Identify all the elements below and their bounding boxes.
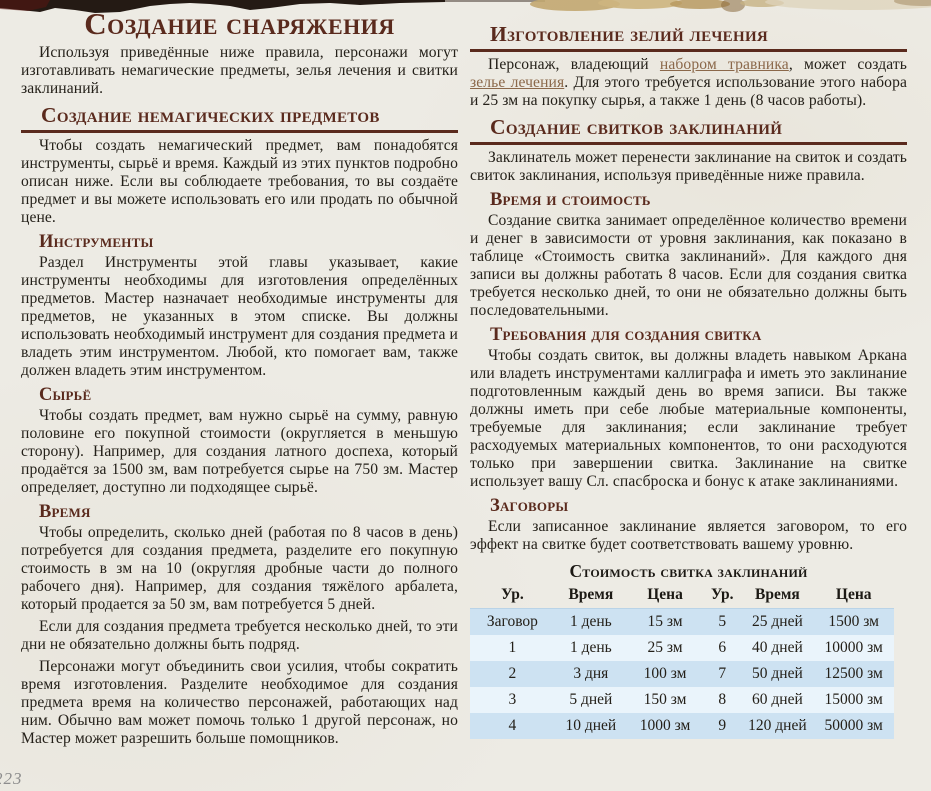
section-heading-nonmagic-items: Создание немагических предметов	[21, 103, 458, 133]
cell-time: 1 день	[554, 635, 627, 661]
cell-price: 25 зм	[626, 635, 704, 661]
cell-level: 8	[703, 687, 742, 713]
cell-price: 10000 зм	[813, 635, 894, 661]
scroll-cost-table-title: Стоимость свитка заклинаний	[569, 561, 808, 581]
cell-level: 5	[703, 608, 742, 635]
cell-level: 6	[703, 635, 742, 661]
herbalism-kit-link[interactable]: набором травника	[659, 56, 789, 73]
column-header-time-2: Время	[754, 586, 800, 603]
cell-price: 15000 зм	[813, 687, 894, 713]
cell-price: 100 зм	[626, 661, 704, 687]
potions-text-mid: , может создать	[788, 56, 908, 73]
torn-paper-edge-decoration	[0, 0, 931, 13]
section-heading-spell-scrolls: Создание свитков заклинаний	[470, 115, 907, 145]
subsection-heading-raw-materials: Сырьё	[39, 385, 92, 405]
cell-time: 3 дня	[554, 661, 627, 687]
intro-paragraph: Используя приведённые ниже правила, перс…	[21, 44, 458, 97]
cell-time: 10 дней	[554, 713, 627, 739]
cell-level: 3	[470, 687, 555, 713]
cell-level: 7	[703, 661, 742, 687]
column-header-price-2: Цена	[835, 586, 872, 603]
cell-level: 2	[470, 661, 555, 687]
section-heading-healing-potions: Изготовление зелий лечения	[470, 22, 907, 52]
cell-time: 40 дней	[741, 635, 814, 661]
table-row: Заговор 1 день 15 зм 5 25 дней 1500 зм	[470, 608, 894, 635]
cell-price: 150 зм	[626, 687, 704, 713]
cell-level: 9	[703, 713, 742, 739]
time-paragraph-1: Чтобы определить, сколько дней (работая …	[21, 524, 458, 613]
subsection-heading-time-cost: Время и стоимость	[490, 190, 651, 210]
cantrips-paragraph: Если записанное заклинание является заго…	[470, 518, 907, 553]
subsection-heading-cantrips: Заговоры	[490, 496, 569, 516]
scroll-cost-table: Ур. Время Цена Ур. Время Цена Заговор 1 …	[470, 584, 894, 739]
column-header-level-2: Ур.	[710, 586, 734, 603]
left-column: Создание снаряжения Используя приведённы…	[21, 6, 458, 752]
cell-level: 1	[470, 635, 555, 661]
cell-price: 12500 зм	[813, 661, 894, 687]
column-header-level-1: Ур.	[501, 586, 524, 603]
cell-price: 1000 зм	[626, 713, 704, 739]
subsection-heading-tools: Инструменты	[39, 232, 154, 252]
table-row: 2 3 дня 100 зм 7 50 дней 12500 зм	[470, 661, 894, 687]
healing-potion-link[interactable]: зелье лечения	[470, 74, 565, 91]
column-header-price-1: Цена	[647, 586, 683, 603]
time-paragraph-3: Персонажи могут объединить свои усилия, …	[21, 658, 458, 747]
page-title: Создание снаряжения	[84, 6, 395, 41]
time-cost-paragraph: Создание свитка занимает определённое ко…	[470, 212, 907, 319]
table-row: 4 10 дней 1000 зм 9 120 дней 50000 зм	[470, 713, 894, 739]
table-row: 3 5 дней 150 зм 8 60 дней 15000 зм	[470, 687, 894, 713]
cell-level: 4	[470, 713, 555, 739]
potions-text-after: . Для этого требуется использование этог…	[470, 74, 907, 109]
time-paragraph-2: Если для создания предмета требуется нес…	[21, 618, 458, 653]
scroll-requirements-paragraph: Чтобы создать свиток, вы должны владеть …	[470, 347, 907, 490]
right-column: Изготовление зелий лечения Персонаж, вла…	[470, 22, 907, 739]
cell-price: 1500 зм	[813, 608, 894, 635]
cell-level: Заговор	[470, 608, 555, 635]
subsection-heading-scroll-requirements: Требования для создания свитка	[490, 325, 762, 345]
raw-materials-paragraph: Чтобы создать предмет, вам нужно сырьё н…	[21, 407, 458, 496]
scroll-cost-table-header: Ур. Время Цена Ур. Время Цена	[470, 584, 894, 609]
cell-price: 50000 зм	[813, 713, 894, 739]
column-header-time-1: Время	[568, 586, 614, 603]
cell-time: 5 дней	[554, 687, 627, 713]
page-number: 223	[0, 769, 23, 788]
cell-price: 15 зм	[626, 608, 704, 635]
cell-time: 1 день	[554, 608, 627, 635]
scroll-cost-table-section: Стоимость свитка заклинаний Ур. Время Це…	[470, 560, 907, 739]
cell-time: 60 дней	[741, 687, 814, 713]
cell-time: 25 дней	[741, 608, 814, 635]
cell-time: 120 дней	[741, 713, 814, 739]
cell-time: 50 дней	[741, 661, 814, 687]
spell-scrolls-paragraph: Заклинатель может перенести заклинание н…	[470, 149, 907, 184]
potions-text-before: Персонаж, владеющий	[488, 56, 660, 73]
nonmagic-items-paragraph: Чтобы создать немагический предмет, вам …	[21, 137, 458, 226]
subsection-heading-time: Время	[39, 502, 91, 522]
tools-paragraph: Раздел Инструменты этой главы указывает,…	[21, 254, 458, 379]
healing-potions-paragraph: Персонаж, владеющий набором травника, мо…	[470, 56, 907, 110]
table-row: 1 1 день 25 зм 6 40 дней 10000 зм	[470, 635, 894, 661]
